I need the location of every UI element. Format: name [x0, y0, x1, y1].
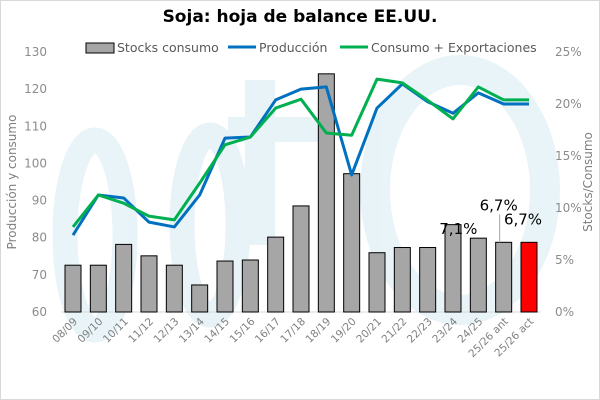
- legend-label-produccion: Producción: [259, 40, 327, 55]
- legend-swatch-stocks: [85, 42, 115, 54]
- bar-11-12: [140, 255, 158, 313]
- x-tick-label: 13/14: [177, 315, 207, 345]
- y-right-tick-label: 15%: [555, 149, 582, 163]
- data-label: 6,7%: [480, 196, 518, 214]
- x-tick-label: 19/20: [329, 316, 359, 346]
- data-label: 6,7%: [504, 210, 542, 228]
- y-left-tick-label: 90: [32, 194, 47, 208]
- bar-13-14: [191, 284, 209, 313]
- bar-10-11: [115, 243, 133, 313]
- legend-label-stocks: Stocks consumo: [117, 40, 219, 55]
- bar-17-18: [292, 205, 310, 313]
- y-left-tick-label: 110: [24, 119, 47, 133]
- x-tick-label: 20/21: [354, 316, 384, 346]
- bar-19-20: [343, 173, 361, 313]
- y-right-tick-label: 20%: [555, 97, 582, 111]
- chart-title: Soja: hoja de balance EE.UU.: [163, 7, 438, 27]
- y-right-tick-label: 5%: [555, 253, 574, 267]
- y-left-tick-label: 80: [32, 231, 47, 245]
- bar-14-15: [216, 260, 234, 313]
- bar-21-22: [393, 247, 411, 313]
- y-left-tick-label: 100: [24, 156, 47, 170]
- bar-22-23: [419, 247, 437, 313]
- x-tick-label: 12/13: [152, 316, 182, 346]
- bar-25-26-ant: [495, 241, 513, 313]
- y-left-tick-label: 130: [24, 45, 47, 59]
- line-consumo-exportaciones: [71, 77, 529, 228]
- y-axis-right-label: Stocks/Consumo: [581, 132, 595, 232]
- data-label: 7,1%: [439, 220, 477, 238]
- y-left-tick-label: 120: [24, 82, 47, 96]
- x-tick-label: 17/18: [278, 316, 308, 346]
- bar-25-26-act: [520, 241, 538, 313]
- x-tick-label: 11/12: [126, 316, 156, 346]
- y-right-tick-label: 10%: [555, 201, 582, 215]
- x-tick-label: 21/22: [380, 316, 410, 346]
- x-tick-label: 18/19: [304, 316, 334, 346]
- bar-12-13: [165, 264, 183, 313]
- bar-15-16: [241, 259, 259, 313]
- legend-label-consumo: Consumo + Exportaciones: [371, 40, 537, 55]
- bar-20-21: [368, 252, 386, 313]
- bar-08-09: [64, 264, 82, 313]
- bar-16-17: [267, 236, 285, 313]
- y-right-tick-label: 25%: [555, 45, 582, 59]
- legend: Stocks consumo Producción Consumo + Expo…: [85, 40, 537, 55]
- bar-09-10: [89, 264, 107, 313]
- x-tick-label: 22/23: [405, 316, 435, 346]
- y-axis-left-label: Producción y consumo: [5, 115, 19, 250]
- x-tick-label: 15/16: [228, 315, 258, 345]
- y-right-tick-label: 0%: [555, 305, 574, 319]
- y-left-tick-label: 70: [32, 268, 47, 282]
- bar-23-24: [444, 224, 462, 313]
- y-left-tick-label: 60: [32, 305, 47, 319]
- x-tick-label: 16/17: [253, 316, 283, 346]
- bar-24-25: [469, 237, 487, 313]
